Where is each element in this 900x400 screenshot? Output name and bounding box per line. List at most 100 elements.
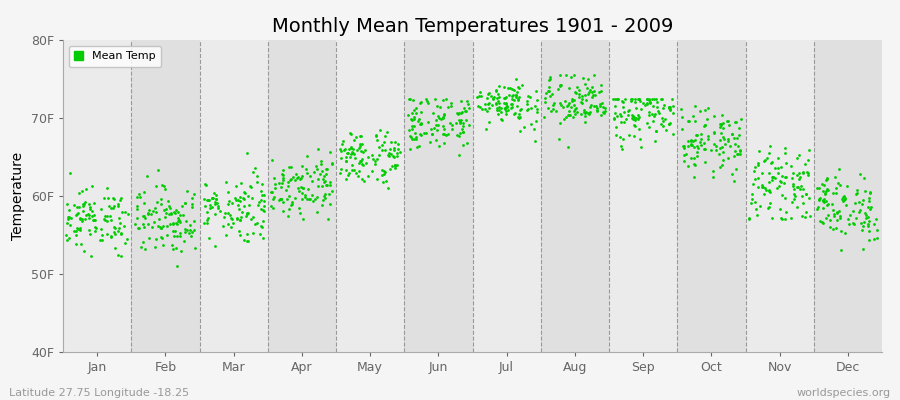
Point [402, 95, 417, 102]
Point [778, 145, 792, 151]
Point [813, 218, 827, 224]
Point [762, 178, 777, 185]
Point [491, 83, 506, 90]
Point [817, 196, 832, 202]
Point [627, 122, 642, 129]
Point [413, 100, 428, 106]
Point [305, 178, 320, 185]
Point [743, 200, 758, 206]
Point [640, 120, 654, 126]
Point [316, 197, 330, 204]
Point [826, 213, 841, 219]
Point [369, 176, 383, 182]
Point [616, 118, 631, 125]
Point [148, 218, 162, 225]
Point [683, 142, 698, 148]
Point [224, 215, 238, 221]
Point [185, 195, 200, 201]
Point [646, 103, 661, 110]
Point [155, 182, 169, 188]
Point [494, 115, 508, 122]
Point [545, 106, 560, 112]
Point [713, 124, 727, 130]
Point [284, 164, 298, 170]
Point [282, 179, 296, 186]
Point [423, 139, 437, 145]
Point [184, 228, 199, 235]
Point [716, 125, 730, 132]
Point [731, 151, 745, 157]
Point [503, 85, 517, 92]
Point [87, 228, 102, 234]
Point [228, 195, 242, 201]
Point [553, 135, 567, 142]
Point [834, 228, 849, 235]
Point [374, 172, 389, 178]
Point [336, 138, 350, 144]
Point [541, 88, 555, 94]
Point [858, 210, 872, 216]
Point [778, 160, 793, 166]
Point [664, 96, 679, 102]
Point [583, 87, 598, 94]
Point [732, 132, 746, 138]
Point [773, 179, 788, 185]
Point [572, 86, 586, 93]
Point [758, 184, 772, 191]
Point [726, 178, 741, 184]
Point [346, 151, 361, 157]
Point [662, 104, 676, 110]
Point [847, 221, 861, 227]
Point [855, 226, 869, 233]
Point [815, 197, 830, 203]
Point [752, 202, 767, 209]
Point [173, 232, 187, 239]
Point [437, 140, 452, 146]
Point [658, 116, 672, 122]
Point [220, 200, 235, 207]
Point [640, 100, 654, 107]
Point [151, 216, 166, 222]
Point [224, 224, 238, 230]
Point [200, 217, 214, 223]
Point [580, 85, 594, 92]
Point [582, 104, 597, 110]
Point [798, 191, 813, 197]
Point [608, 110, 623, 116]
Point [317, 193, 331, 199]
Point [497, 95, 511, 102]
Point [773, 164, 788, 170]
Point [652, 110, 666, 117]
Point [167, 228, 182, 234]
Point [60, 219, 75, 226]
Point [520, 98, 535, 104]
Point [834, 196, 849, 202]
Point [112, 203, 126, 209]
Point [648, 138, 662, 144]
Point [675, 126, 689, 132]
Point [830, 209, 844, 215]
Point [813, 196, 827, 202]
Point [553, 119, 567, 126]
Point [818, 215, 832, 222]
Point [290, 175, 304, 181]
Point [607, 116, 621, 123]
Point [202, 234, 216, 241]
Point [442, 120, 456, 126]
Point [75, 218, 89, 225]
Point [501, 107, 516, 113]
Point [611, 96, 625, 102]
Point [756, 183, 770, 190]
Point [334, 155, 348, 161]
Bar [200, 40, 268, 352]
Point [112, 219, 127, 226]
Point [625, 112, 639, 118]
Point [236, 195, 250, 202]
Point [833, 182, 848, 188]
Point [576, 75, 590, 81]
Point [222, 211, 237, 218]
Point [458, 108, 473, 114]
Point [209, 196, 223, 202]
Point [745, 181, 760, 187]
Point [114, 230, 129, 236]
